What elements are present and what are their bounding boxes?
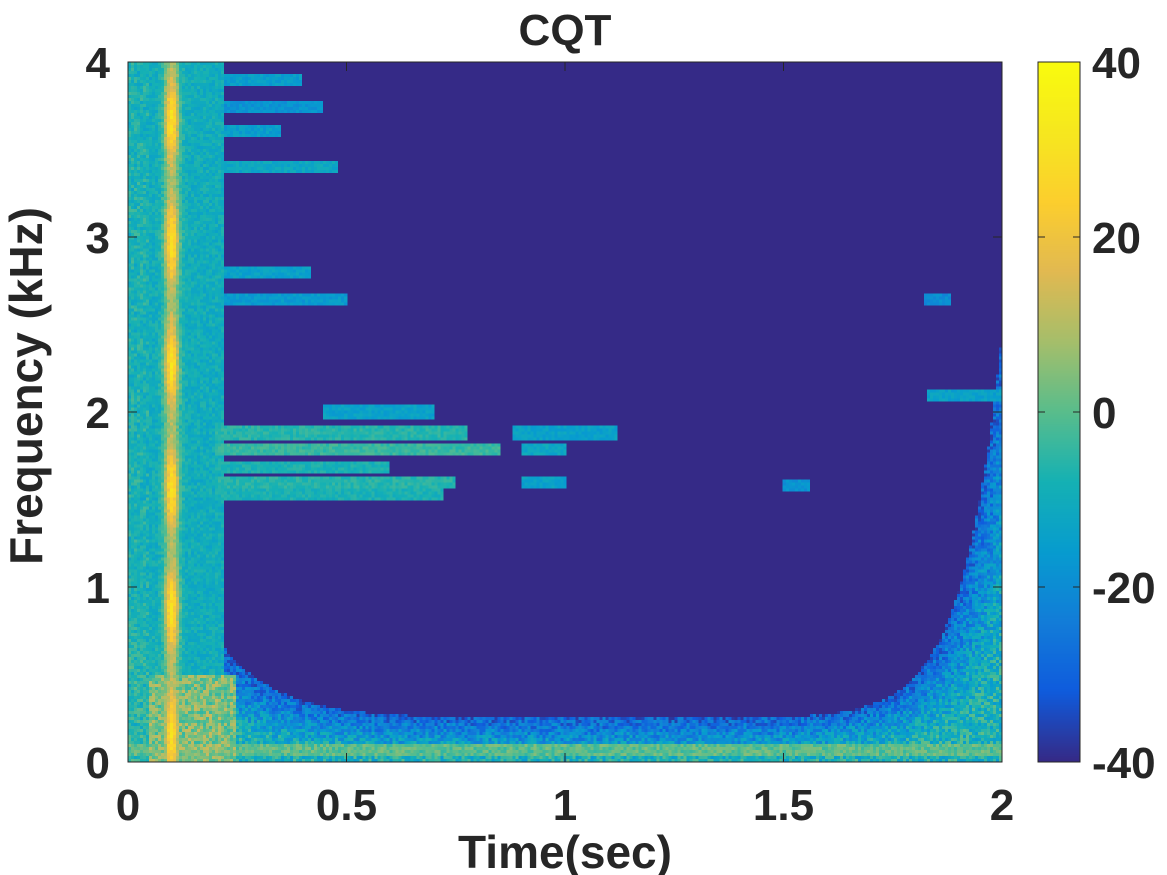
y-tick-label: 4 xyxy=(86,39,111,88)
colorbar-tick-label: 0 xyxy=(1092,389,1116,438)
spectrogram-heatmap xyxy=(128,62,1002,762)
y-tick-label: 2 xyxy=(86,389,110,438)
chart-title: CQT xyxy=(519,6,612,55)
x-tick-label: 1 xyxy=(553,781,577,830)
y-axis-ticks: 0 1 2 3 4 xyxy=(86,39,1002,788)
y-axis-label: Frequency (kHz) xyxy=(0,207,52,565)
y-tick-label: 0 xyxy=(86,739,110,788)
y-tick-label: 3 xyxy=(86,214,110,263)
x-tick-label: 1.5 xyxy=(753,781,814,830)
colorbar-tick-label: -40 xyxy=(1092,739,1156,788)
colorbar-ticks: -40 -20 0 20 40 xyxy=(1038,39,1156,788)
y-tick-label: 1 xyxy=(86,564,110,613)
plot-axes-frame xyxy=(127,61,1003,763)
x-axis-ticks: 0 0.5 1 1.5 2 xyxy=(116,62,1014,830)
colorbar-tick-label: 20 xyxy=(1092,214,1141,263)
x-tick-label: 0 xyxy=(116,781,140,830)
x-tick-label: 0.5 xyxy=(316,781,377,830)
x-tick-label: 2 xyxy=(990,781,1014,830)
x-axis-label: Time(sec) xyxy=(458,826,672,875)
colorbar-tick-label: -20 xyxy=(1092,564,1156,613)
colorbar-tick-label: 40 xyxy=(1092,39,1141,88)
